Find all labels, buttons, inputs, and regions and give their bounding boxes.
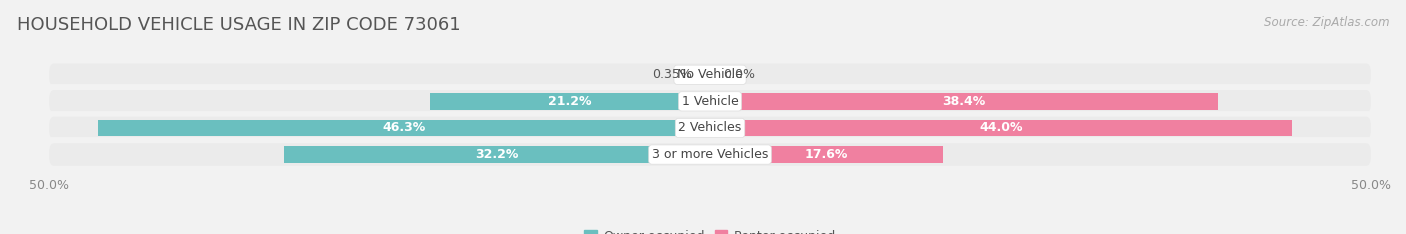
Bar <box>706 66 710 83</box>
Text: 46.3%: 46.3% <box>382 121 426 135</box>
Legend: Owner-occupied, Renter-occupied: Owner-occupied, Renter-occupied <box>585 230 835 234</box>
Text: 17.6%: 17.6% <box>804 148 848 161</box>
Text: 2 Vehicles: 2 Vehicles <box>679 121 741 135</box>
Text: 38.4%: 38.4% <box>942 95 986 108</box>
Bar <box>710 146 942 163</box>
Bar <box>284 146 710 163</box>
Text: 21.2%: 21.2% <box>548 95 592 108</box>
FancyBboxPatch shape <box>49 90 1371 113</box>
Text: 1 Vehicle: 1 Vehicle <box>682 95 738 108</box>
Text: Source: ZipAtlas.com: Source: ZipAtlas.com <box>1264 16 1389 29</box>
Bar <box>710 120 1292 136</box>
Bar <box>710 93 1218 110</box>
Text: No Vehicle: No Vehicle <box>678 68 742 81</box>
Bar <box>98 120 710 136</box>
FancyBboxPatch shape <box>49 63 1371 86</box>
Text: 0.35%: 0.35% <box>652 68 692 81</box>
Text: 0.0%: 0.0% <box>723 68 755 81</box>
Text: HOUSEHOLD VEHICLE USAGE IN ZIP CODE 73061: HOUSEHOLD VEHICLE USAGE IN ZIP CODE 7306… <box>17 16 461 34</box>
Text: 32.2%: 32.2% <box>475 148 519 161</box>
Bar <box>430 93 710 110</box>
Text: 3 or more Vehicles: 3 or more Vehicles <box>652 148 768 161</box>
FancyBboxPatch shape <box>49 117 1371 139</box>
Text: 44.0%: 44.0% <box>979 121 1022 135</box>
FancyBboxPatch shape <box>49 143 1371 166</box>
